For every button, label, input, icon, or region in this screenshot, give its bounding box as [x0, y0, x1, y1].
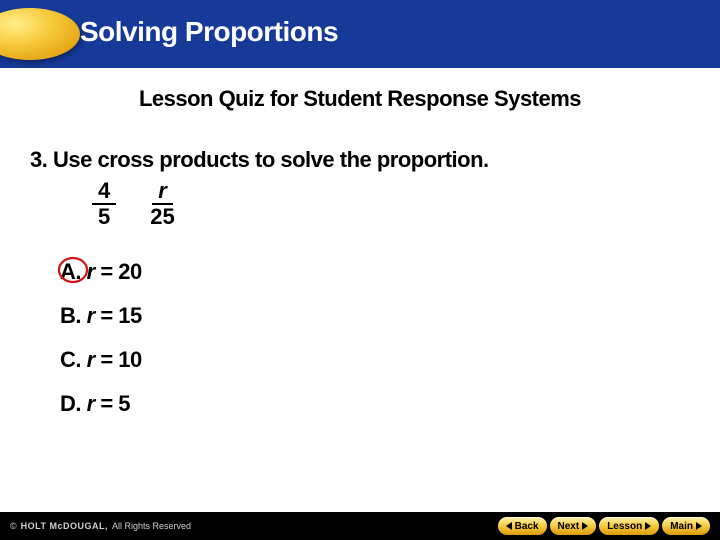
copyright-brand: HOLT McDOUGAL, [21, 521, 108, 531]
header-bar: Solving Proportions [0, 0, 720, 68]
choice-var: r [87, 347, 95, 372]
page-title: Solving Proportions [80, 16, 338, 48]
arrow-left-icon [506, 522, 512, 530]
choice-eq: = 15 [100, 303, 141, 328]
choice-eq: = 10 [100, 347, 141, 372]
circle-mark-icon [56, 255, 90, 285]
arrow-right-icon [645, 522, 651, 530]
proportion: 4 5 r 25 [92, 179, 690, 229]
back-button[interactable]: Back [498, 517, 547, 535]
choice-label: B. [60, 303, 81, 328]
copyright: © HOLT McDOUGAL, All Rights Reserved [10, 521, 191, 531]
lesson-label: Lesson [607, 521, 642, 532]
copyright-icon: © [10, 521, 17, 531]
next-button[interactable]: Next [550, 517, 597, 535]
arrow-right-icon [696, 522, 702, 530]
content-area: 3. Use cross products to solve the propo… [0, 112, 720, 417]
back-label: Back [515, 521, 539, 532]
choice-eq: = 20 [100, 259, 141, 284]
choice-d[interactable]: D. r = 5 [60, 391, 690, 417]
question-text: 3. Use cross products to solve the propo… [30, 147, 690, 173]
copyright-rest: All Rights Reserved [112, 521, 191, 531]
subtitle: Lesson Quiz for Student Response Systems [0, 86, 720, 112]
fraction-left-den: 5 [92, 205, 116, 229]
question-prompt: Use cross products to solve the proporti… [53, 147, 489, 172]
next-label: Next [558, 521, 580, 532]
fraction-right: r 25 [144, 179, 180, 229]
choice-b[interactable]: B. r = 15 [60, 303, 690, 329]
choice-label: C. [60, 347, 81, 372]
fraction-left-num: 4 [92, 179, 116, 205]
arrow-right-icon [582, 522, 588, 530]
main-label: Main [670, 521, 693, 532]
choice-a[interactable]: A. r = 20 [60, 259, 690, 285]
answer-choices: A. r = 20 B. r = 15 C. r = 10 D. r = 5 [60, 259, 690, 417]
choice-c[interactable]: C. r = 10 [60, 347, 690, 373]
header-oval-icon [0, 8, 80, 60]
choice-var: r [87, 391, 95, 416]
footer-bar: © HOLT McDOUGAL, All Rights Reserved Bac… [0, 512, 720, 540]
main-button[interactable]: Main [662, 517, 710, 535]
choice-var: r [87, 303, 95, 328]
nav-buttons: Back Next Lesson Main [498, 517, 710, 535]
choice-label: D. [60, 391, 81, 416]
lesson-button[interactable]: Lesson [599, 517, 659, 535]
question-number: 3. [30, 147, 47, 172]
fraction-right-num: r [152, 179, 173, 205]
fraction-left: 4 5 [92, 179, 116, 229]
fraction-right-den: 25 [144, 205, 180, 229]
choice-eq: = 5 [100, 391, 130, 416]
